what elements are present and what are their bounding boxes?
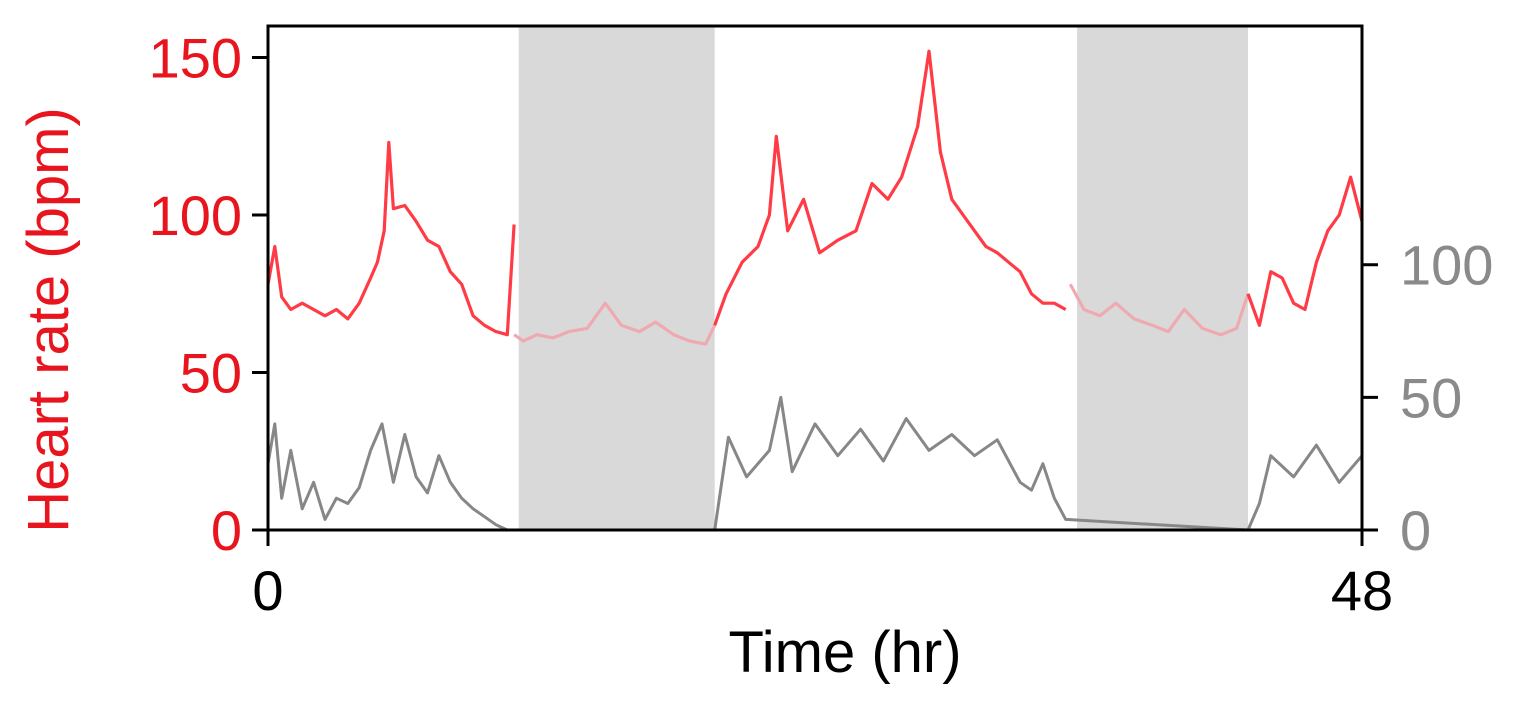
y2-tick-label-100: 100 [1400, 234, 1493, 297]
x-axis-title: Time (hr) [728, 620, 961, 685]
activity-series-line-5 [266, 395, 1364, 532]
y-axis-title: Heart rate (bpm) [16, 107, 81, 532]
heart-rate-series-line-3 [1068, 283, 1250, 337]
y2-tick-label-0: 0 [1400, 499, 1431, 562]
y-tick-label-0: 0 [211, 499, 242, 562]
heart-rate-series-line-1 [513, 301, 717, 346]
x-tick-label-0: 0 [252, 559, 283, 622]
shaded-interval-1 [1077, 26, 1249, 530]
y-tick-label-50: 50 [180, 342, 242, 405]
y2-tick-label-50: 50 [1400, 366, 1462, 429]
series-layer [266, 49, 1364, 532]
y-tick-label-150: 150 [149, 27, 242, 90]
plot-frame [266, 24, 1364, 532]
heart-rate-series-line-0 [266, 140, 516, 337]
heart-rate-series-line-2 [713, 49, 1067, 326]
shaded-interval-0 [518, 26, 715, 530]
heart-rate-series-line-4 [1246, 175, 1364, 327]
shaded-interval-layer [518, 26, 1249, 530]
y-tick-label-100: 100 [149, 184, 242, 247]
x-tick-label-48: 48 [1331, 559, 1393, 622]
